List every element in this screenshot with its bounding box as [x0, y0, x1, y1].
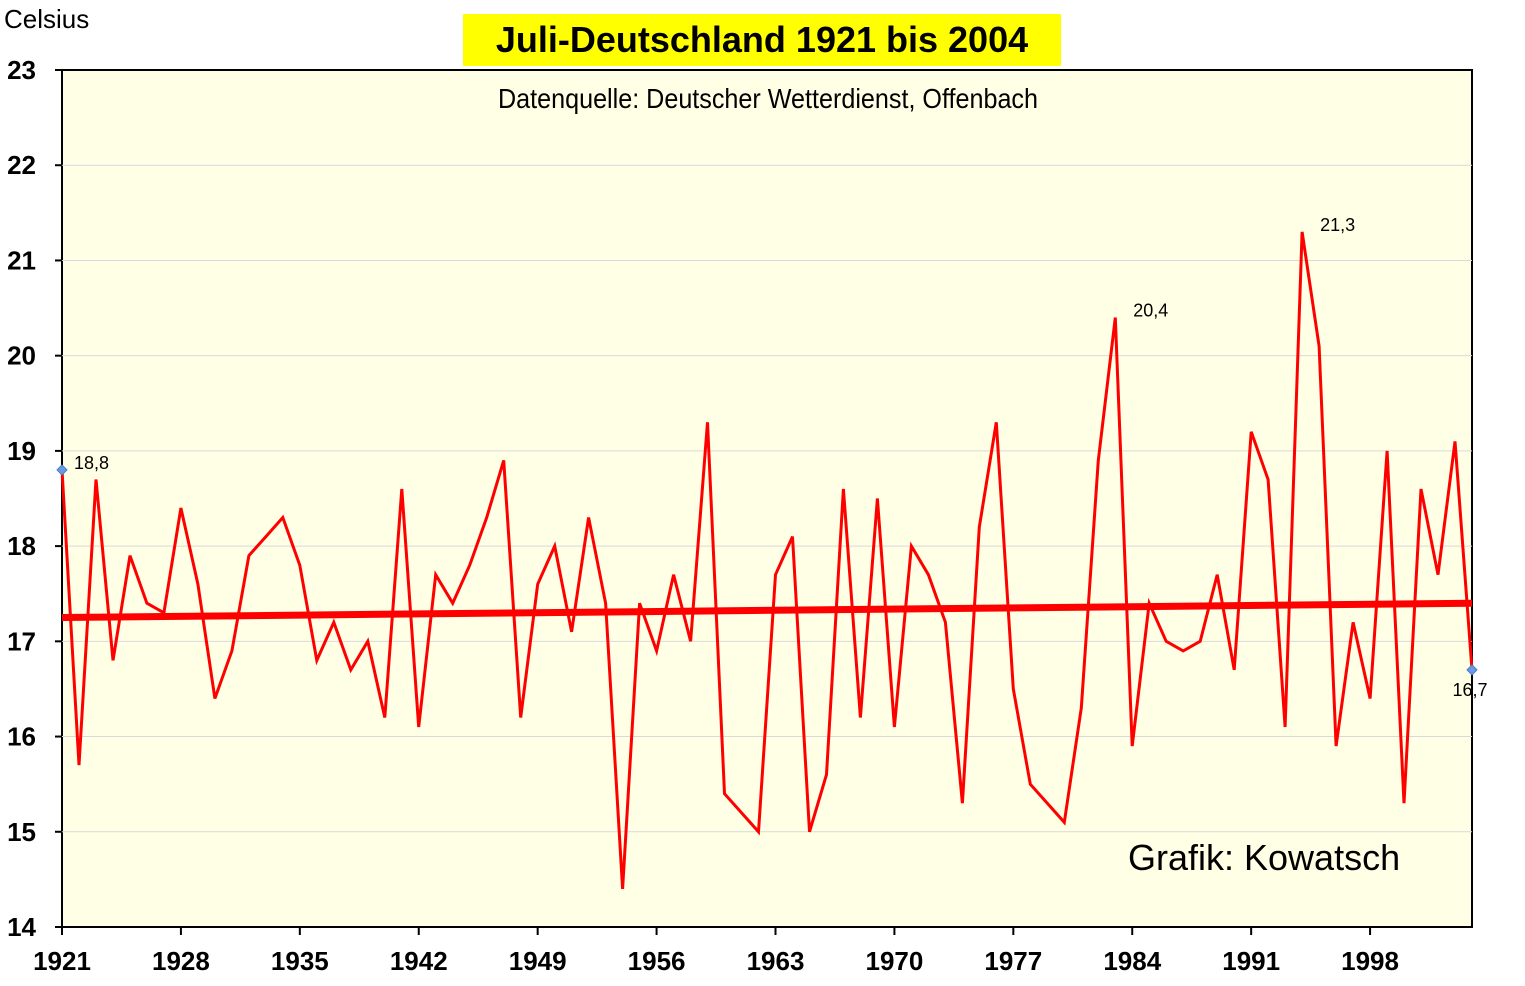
- y-tick-label: 17: [7, 626, 36, 656]
- chart-credit: Grafik: Kowatsch: [1128, 837, 1400, 878]
- data-point-marker: [1466, 664, 1478, 676]
- y-tick-label: 20: [7, 341, 36, 371]
- x-tick-label: 1935: [271, 946, 329, 976]
- x-tick-label: 1949: [509, 946, 567, 976]
- annotations-group: 18,8 20,4 21,3 16,7: [56, 215, 1488, 700]
- x-tick-label: 1956: [628, 946, 686, 976]
- y-tick-label: 19: [7, 436, 36, 466]
- y-tick-label: 14: [7, 912, 36, 942]
- y-tick-label: 21: [7, 245, 36, 275]
- x-tick-label: 1984: [1103, 946, 1161, 976]
- plot-area: [61, 69, 1473, 928]
- data-label: 20,4: [1133, 301, 1168, 321]
- y-tick-label: 16: [7, 722, 36, 752]
- chart-subtitle: Datenquelle: Deutscher Wetterdienst, Off…: [498, 83, 1038, 114]
- x-axis: 1921 1928 1935 1942 1949 1956 1963 1970 1977 1984…: [33, 927, 1399, 976]
- series-group: [60, 231, 1474, 889]
- temperature-line: [60, 231, 1474, 889]
- data-label: 18,8: [74, 453, 109, 473]
- x-tick-label: 1970: [865, 946, 923, 976]
- x-tick-label: 1977: [984, 946, 1042, 976]
- y-tick-label: 22: [7, 150, 36, 180]
- data-point-marker: [56, 464, 68, 476]
- grid-lines: [62, 164, 1472, 833]
- data-label: 21,3: [1320, 215, 1355, 235]
- y-tick-label: 18: [7, 531, 36, 561]
- x-tick-label: 1921: [33, 946, 91, 976]
- x-tick-label: 1998: [1341, 946, 1399, 976]
- y-axis: 14 15 16 17 18 19 20 21 22 23: [7, 55, 62, 942]
- x-tick-label: 1942: [390, 946, 448, 976]
- y-tick-label: 15: [7, 817, 36, 847]
- x-tick-label: 1928: [152, 946, 210, 976]
- data-label: 16,7: [1452, 680, 1487, 700]
- y-tick-label: 23: [7, 55, 36, 85]
- y-axis-unit-label: Celsius: [4, 4, 90, 34]
- chart-title: Juli-Deutschland 1921 bis 2004: [463, 14, 1061, 66]
- trend-group: [61, 599, 1473, 622]
- x-tick-label: 1991: [1222, 946, 1280, 976]
- trend-line: [61, 599, 1473, 622]
- x-tick-label: 1963: [747, 946, 805, 976]
